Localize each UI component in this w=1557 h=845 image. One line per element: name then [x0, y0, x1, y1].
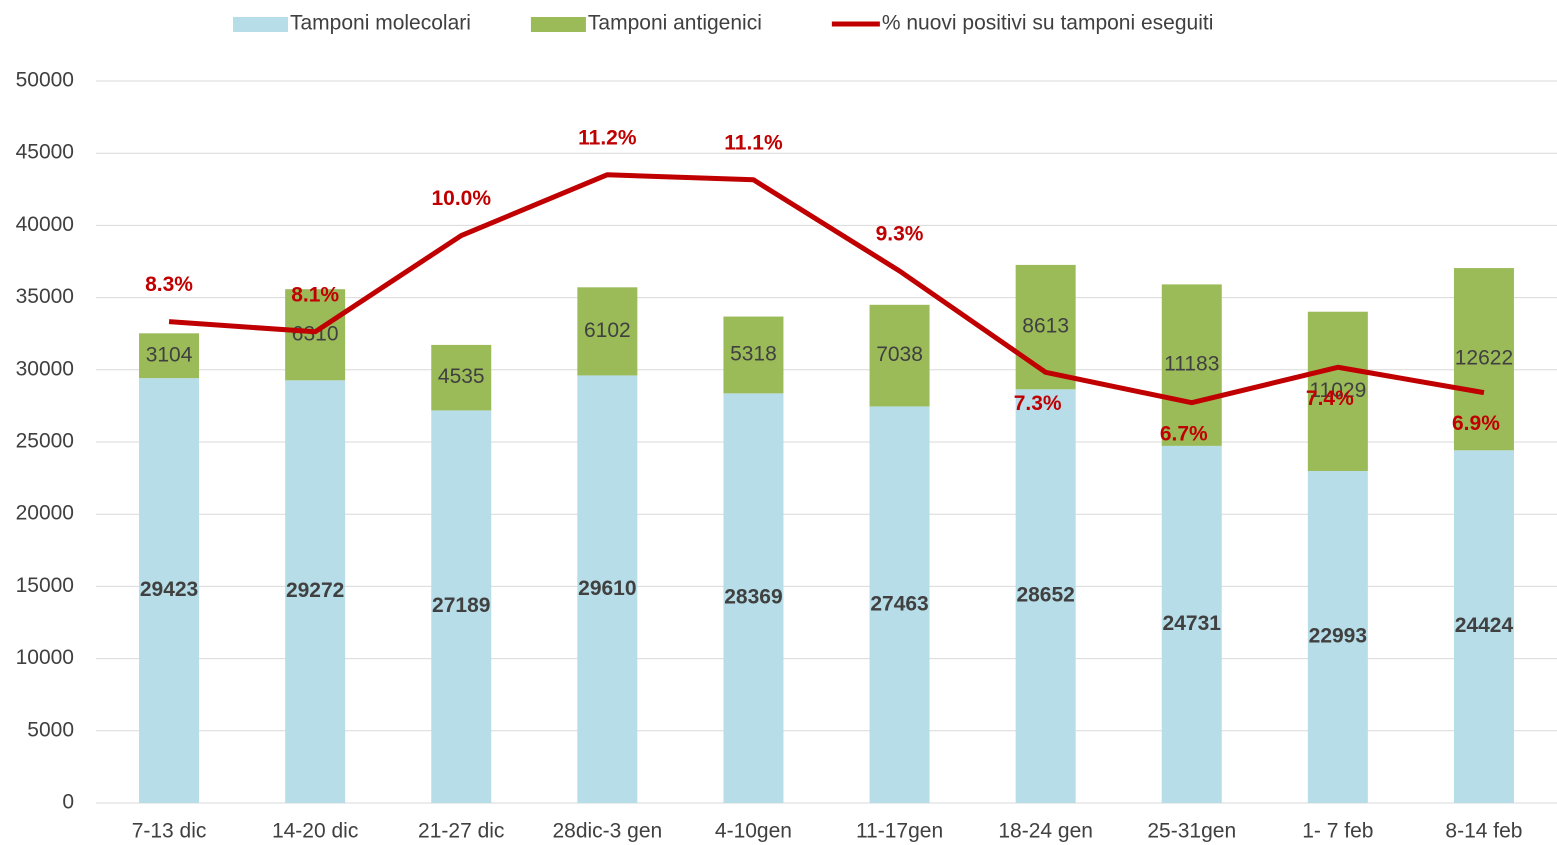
- bar-segment: [285, 289, 346, 381]
- x-tick-label: 18-24 gen: [998, 820, 1093, 843]
- bar-segment: [139, 378, 200, 803]
- bar-segment: [285, 380, 346, 803]
- x-tick-label: 11-17gen: [856, 820, 943, 843]
- line-data-label: 6.7%: [1160, 422, 1208, 445]
- y-tick-label: 40000: [16, 213, 74, 236]
- bar-segment: [723, 393, 784, 803]
- data-label: 11183: [1164, 353, 1219, 376]
- bar-segment: [577, 375, 638, 803]
- legend-swatch: [233, 17, 288, 32]
- data-label: 29610: [578, 577, 636, 600]
- bar-segment: [1307, 470, 1368, 803]
- bar-segment: [1453, 268, 1514, 451]
- line-series: [168, 172, 1485, 406]
- data-label: 27189: [432, 594, 490, 617]
- data-label: 7038: [876, 343, 923, 366]
- data-label: 8613: [1022, 315, 1069, 338]
- y-tick-label: 20000: [16, 502, 74, 525]
- bar-segment: [1161, 445, 1222, 803]
- data-label: 3104: [146, 343, 193, 366]
- line-data-label: 11.2%: [578, 126, 637, 149]
- line-data-label: 11.1%: [724, 131, 783, 154]
- y-tick-label: 5000: [27, 718, 74, 741]
- x-tick-label: 28dic-3 gen: [552, 820, 662, 843]
- y-tick-label: 10000: [16, 646, 74, 669]
- y-tick-label: 30000: [16, 357, 74, 380]
- data-label: 29272: [286, 579, 344, 602]
- x-tick-label: 21-27 dic: [418, 820, 504, 843]
- line-data-label: 9.3%: [876, 223, 924, 246]
- bar-segment: [869, 304, 930, 407]
- data-label: 29423: [140, 578, 198, 601]
- x-tick-label: 8-14 feb: [1445, 820, 1522, 843]
- data-label: 22993: [1309, 625, 1367, 648]
- line-data-label: 7.4%: [1306, 387, 1354, 410]
- legend-swatch: [530, 17, 586, 32]
- y-tick-label: 50000: [16, 69, 74, 92]
- data-label: 28369: [724, 586, 782, 609]
- data-label: 6102: [584, 319, 631, 342]
- line-data-label: 7.3%: [1014, 392, 1062, 415]
- y-tick-label: 25000: [16, 430, 74, 453]
- bar-segment: [1453, 450, 1514, 803]
- y-tick-label: 0: [62, 791, 74, 814]
- bar-segment: [431, 410, 492, 803]
- data-label: 27463: [870, 592, 928, 615]
- data-label: 24424: [1455, 614, 1514, 637]
- x-tick-label: 14-20 dic: [272, 820, 358, 843]
- line-data-label: 10.0%: [431, 187, 491, 210]
- bar-segment: [577, 287, 638, 376]
- data-label: 11029: [1309, 379, 1366, 402]
- legend-label: Tamponi molecolari: [290, 12, 471, 35]
- y-tick-label: 45000: [16, 141, 74, 164]
- y-tick-label: 15000: [16, 574, 74, 597]
- legend-label: Tamponi antigenici: [588, 12, 762, 35]
- y-tick-label: 35000: [16, 285, 74, 308]
- x-tick-label: 25-31gen: [1147, 820, 1236, 843]
- data-label: 28652: [1016, 584, 1074, 607]
- bar-segment: [1015, 389, 1076, 803]
- bar-segment: [723, 316, 784, 394]
- bar-segment: [431, 344, 492, 411]
- bar-segment: [139, 333, 200, 379]
- data-label: 12622: [1455, 347, 1513, 370]
- data-label: 4535: [438, 365, 485, 388]
- bar-segment: [1015, 264, 1076, 390]
- bar-segment: [1307, 311, 1368, 471]
- line-data-label: 8.3%: [145, 273, 193, 296]
- line-data-label: 6.9%: [1452, 412, 1500, 435]
- line-data-label: 8.1%: [291, 283, 339, 306]
- x-tick-label: 7-13 dic: [132, 820, 207, 843]
- data-label: 5318: [730, 343, 777, 366]
- x-tick-label: 1- 7 feb: [1302, 820, 1373, 843]
- bar-segment: [869, 406, 930, 803]
- x-tick-label: 4-10gen: [715, 820, 792, 843]
- bar-segment: [1161, 284, 1222, 446]
- legend-label: % nuovi positivi su tamponi eseguiti: [882, 12, 1214, 35]
- data-label: 24731: [1163, 612, 1222, 635]
